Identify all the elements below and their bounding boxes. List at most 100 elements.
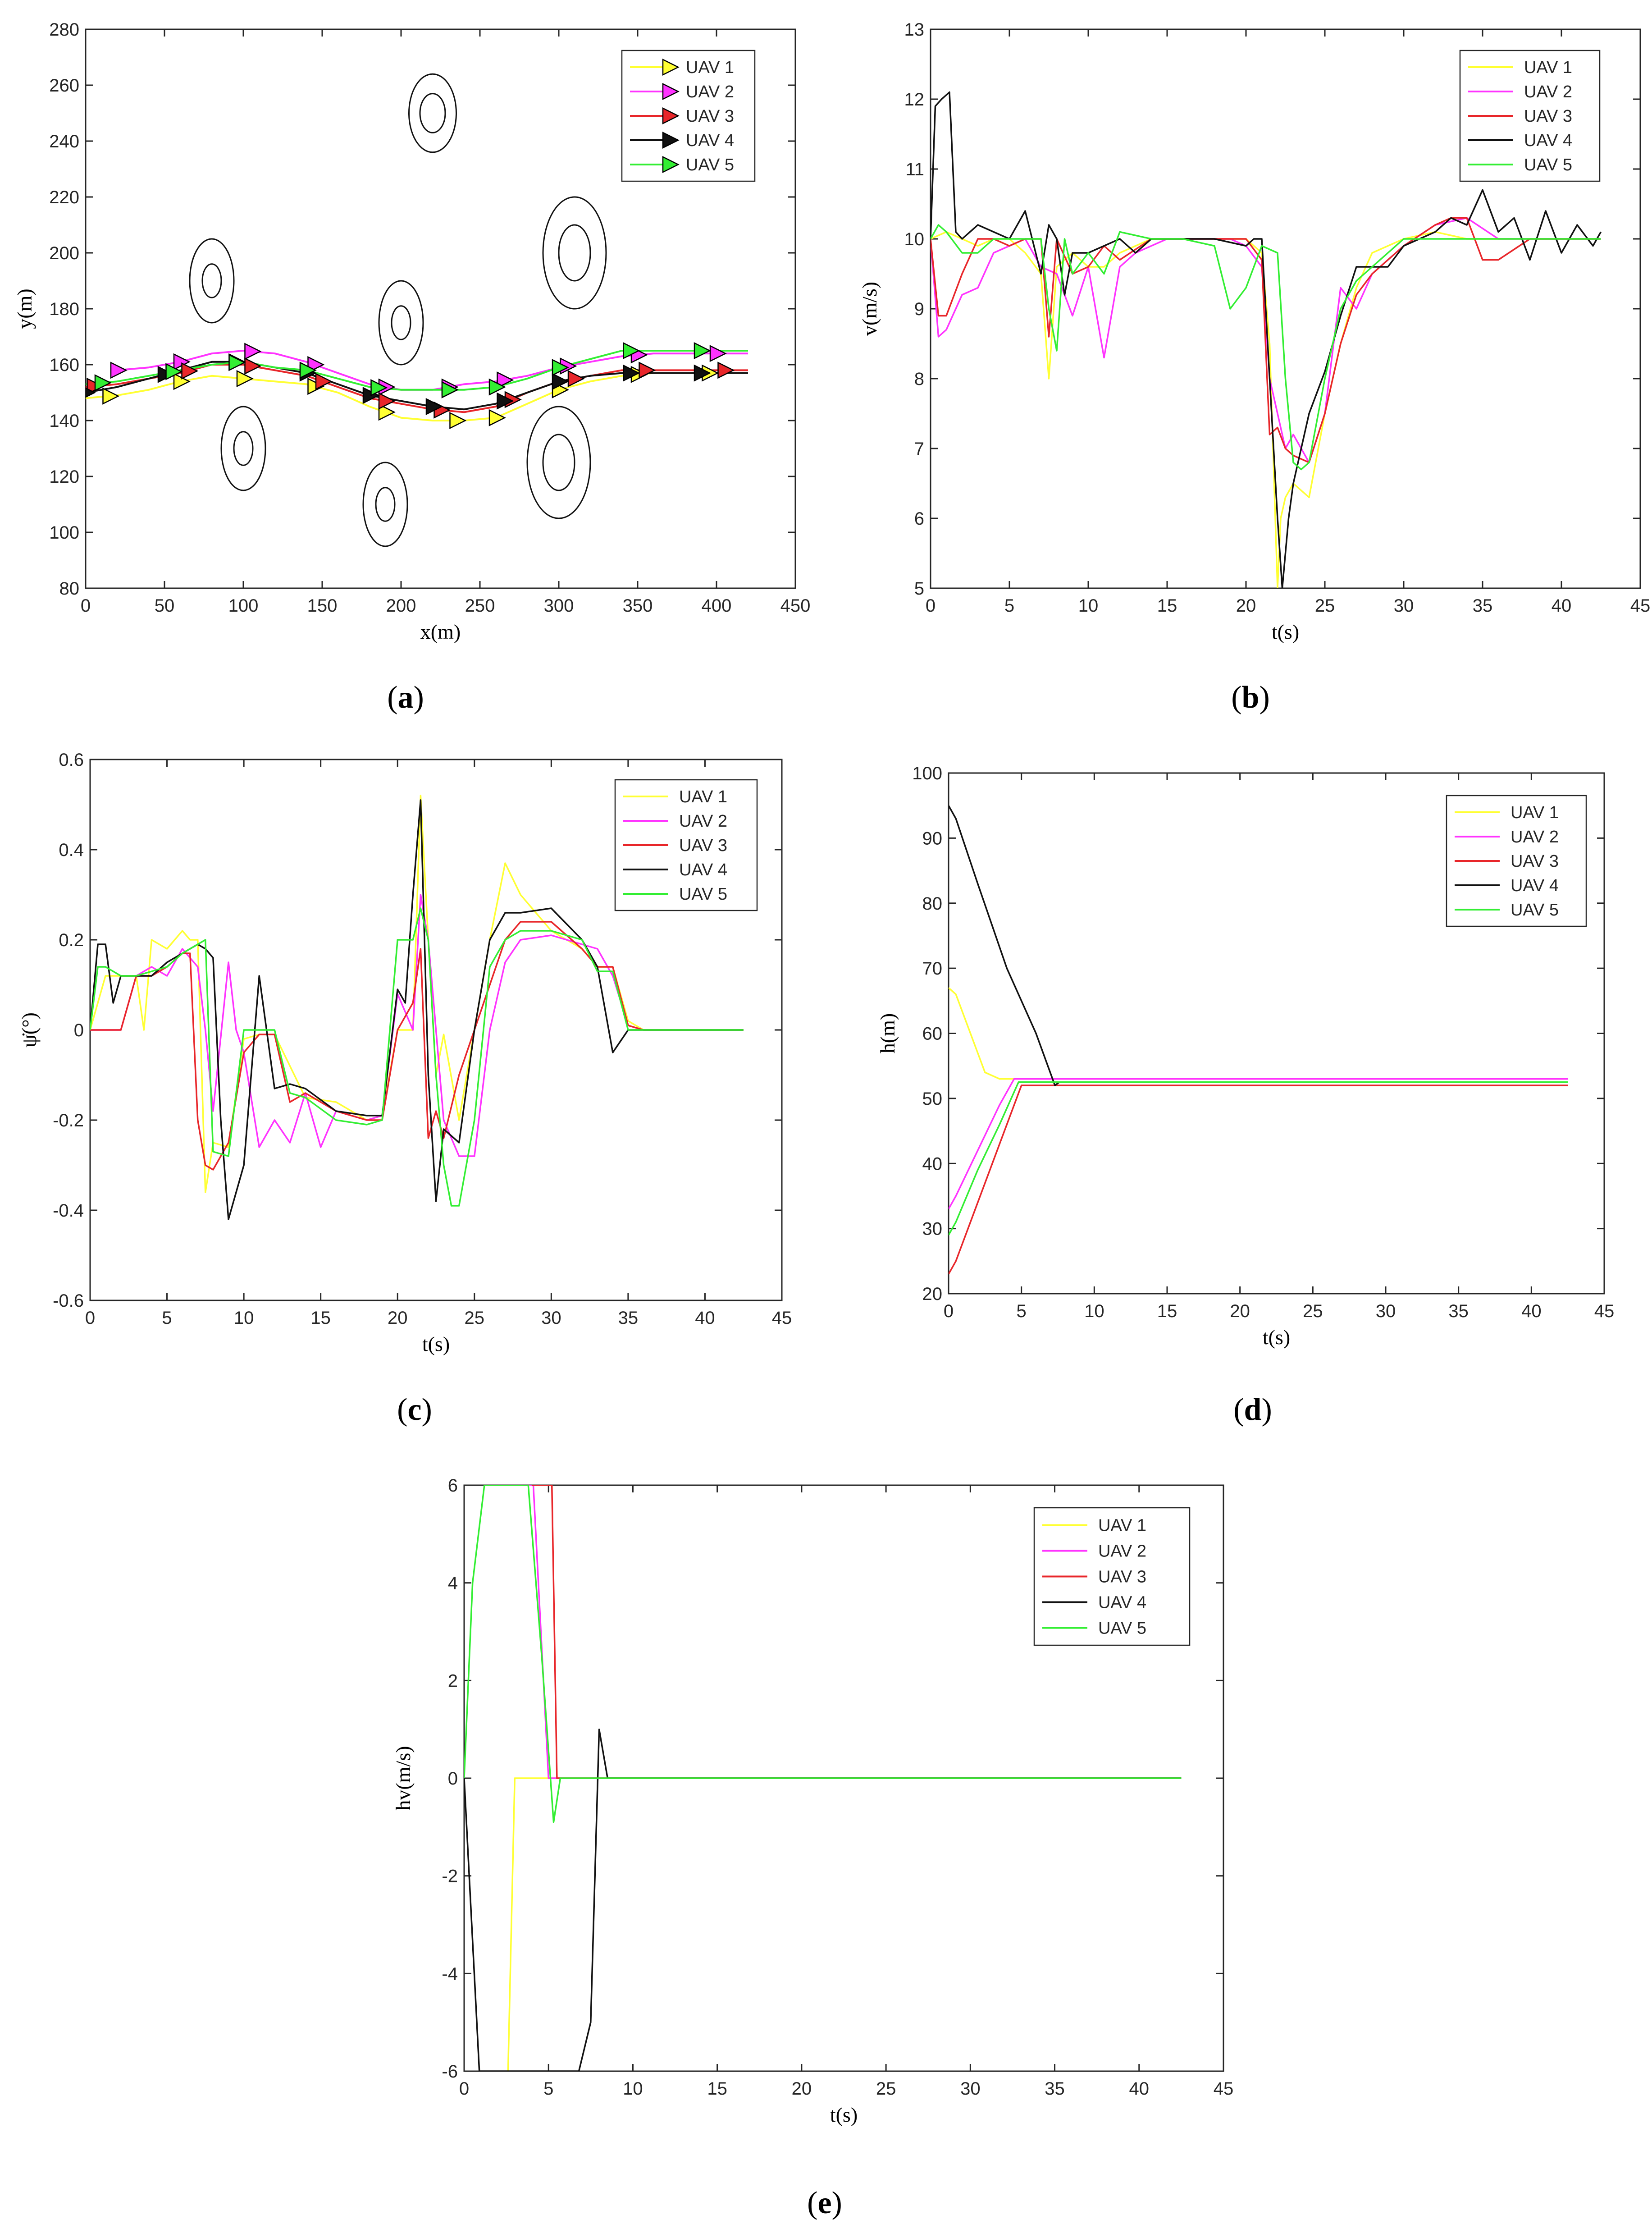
y-tick-label: 6 xyxy=(448,1476,458,1496)
legend-marker xyxy=(662,107,680,125)
y-tick-label: -2 xyxy=(442,1867,458,1886)
legend-label: UAV 4 xyxy=(1524,131,1572,150)
marker-uav-4 xyxy=(552,373,569,390)
legend-label: UAV 2 xyxy=(1524,82,1572,101)
marker-uav-5 xyxy=(94,374,112,392)
x-tick-label: 15 xyxy=(707,2079,727,2099)
y-tick-label: 140 xyxy=(49,411,79,431)
x-tick-label: 35 xyxy=(1045,2079,1065,2099)
legend: UAV 1 UAV 2 UAV 3 UAV 4 UAV 5 xyxy=(1446,795,1587,927)
x-tick-label: 35 xyxy=(618,1308,639,1328)
panel-label: (e) xyxy=(807,2186,842,2220)
legend-label: UAV 1 xyxy=(1524,58,1572,77)
y-tick-label: 200 xyxy=(49,243,79,263)
y-tick-label: -6 xyxy=(442,2062,458,2082)
obstacle-ring xyxy=(201,263,222,298)
x-tick-label: 5 xyxy=(543,2079,553,2099)
panel-letter: d xyxy=(1244,1392,1262,1427)
chart-panel-d: 0 5 10 15 20 25 30 35 40 45 20 30 40 50 60 70 80 90 100 t(s… xyxy=(876,764,1614,1349)
legend-label: UAV 4 xyxy=(1511,876,1559,895)
series-line-uav-5 xyxy=(464,1485,1182,1823)
obstacle-ring xyxy=(362,462,408,547)
x-tick-label: 150 xyxy=(307,596,338,616)
x-axis-label: t(s) xyxy=(830,2103,858,2126)
obstacle-ring xyxy=(558,224,591,282)
x-tick-label: 0 xyxy=(459,2079,469,2099)
plot-area xyxy=(86,73,748,547)
obstacle-ring xyxy=(408,73,457,153)
x-tick-label: 250 xyxy=(465,596,495,616)
x-tick-label: 0 xyxy=(944,1301,954,1321)
y-tick-label: 60 xyxy=(922,1024,943,1044)
marker-uav-3 xyxy=(717,361,735,379)
legend-marker xyxy=(662,58,680,76)
legend-label: UAV 4 xyxy=(1098,1593,1146,1612)
y-tick-label: -4 xyxy=(442,1964,458,1984)
y-tick-label: 80 xyxy=(59,579,80,599)
legend-marker xyxy=(662,156,680,174)
x-tick-label: 15 xyxy=(1157,1301,1177,1321)
y-tick-label: 0.6 xyxy=(59,750,84,770)
series-line-uav-3 xyxy=(949,1084,1568,1275)
series-line-uav-1 xyxy=(949,987,1568,1080)
y-tick-label: 30 xyxy=(922,1219,943,1239)
y-tick-label: 50 xyxy=(922,1089,943,1109)
marker-uav-5 xyxy=(370,379,388,397)
marker-uav-4 xyxy=(86,387,96,398)
obstacle-ring xyxy=(542,434,575,491)
marker-uav-5 xyxy=(623,342,640,360)
x-tick-label: 10 xyxy=(1078,596,1099,616)
legend-label: UAV 4 xyxy=(686,131,734,150)
y-tick-label: 80 xyxy=(922,894,943,914)
legend-label: UAV 5 xyxy=(686,156,734,174)
obstacle-ring xyxy=(378,280,424,366)
x-tick-label: 10 xyxy=(1084,1301,1104,1321)
x-tick-label: 45 xyxy=(1594,1301,1615,1321)
marker-uav-3 xyxy=(181,362,199,380)
legend: UAV 1 UAV 2 UAV 3 UAV 4 UAV 5 xyxy=(614,779,758,911)
y-tick-label: 0 xyxy=(448,1769,458,1789)
legend: UAV 1 UAV 2 UAV 3 UAV 4 UAV 5 xyxy=(1033,1507,1191,1646)
x-tick-label: 40 xyxy=(1129,2079,1150,2099)
y-tick-label: 100 xyxy=(49,523,79,543)
legend: UAV 1 UAV 2 UAV 3 UAV 4 UAV 5 xyxy=(1459,50,1601,182)
legend-label: UAV 2 xyxy=(686,82,734,101)
legend-label: UAV 2 xyxy=(1511,828,1559,847)
x-tick-label: 5 xyxy=(1017,1301,1027,1321)
x-tick-label: 400 xyxy=(702,596,732,616)
legend-label: UAV 3 xyxy=(1511,852,1559,871)
y-tick-label: 280 xyxy=(49,20,79,40)
marker-uav-4 xyxy=(694,364,711,382)
y-tick-label: 0.2 xyxy=(59,930,84,950)
x-tick-label: 5 xyxy=(1004,596,1014,616)
panel-letter: a xyxy=(398,680,414,715)
y-tick-label: 0 xyxy=(74,1020,84,1040)
y-tick-label: 6 xyxy=(914,509,924,529)
legend-label: UAV 5 xyxy=(679,885,727,904)
marker-uav-5 xyxy=(165,363,183,380)
x-tick-label: 45 xyxy=(772,1308,792,1328)
obstacle-ring xyxy=(220,406,266,491)
x-tick-label: 0 xyxy=(81,596,91,616)
legend-label: UAV 5 xyxy=(1098,1619,1146,1638)
legend-label: UAV 2 xyxy=(1098,1542,1146,1561)
marker-uav-3 xyxy=(315,373,333,390)
series-line-uav-1 xyxy=(507,1777,1182,2071)
series-line-uav-2 xyxy=(949,1078,1568,1210)
x-tick-label: 20 xyxy=(1230,1301,1250,1321)
x-tick-label: 100 xyxy=(228,596,259,616)
y-tick-label: 9 xyxy=(914,299,924,319)
plot-area xyxy=(931,91,1602,588)
x-tick-label: 25 xyxy=(876,2079,896,2099)
series-line-uav-3 xyxy=(90,921,744,1171)
y-axis-label: ψ̇(°) xyxy=(18,1012,41,1048)
x-tick-label: 15 xyxy=(1157,596,1177,616)
y-tick-label: 180 xyxy=(49,299,79,319)
marker-uav-2 xyxy=(709,345,727,362)
x-tick-label: 20 xyxy=(388,1308,408,1328)
plot-area xyxy=(464,1485,1182,2071)
legend-marker xyxy=(662,82,680,101)
chart-panel-c: 0 5 10 15 20 25 30 35 40 45 -0.6 -0.4 -0.2 0 0.2 0.4 0.6… xyxy=(18,750,792,1355)
series-line-uav-1 xyxy=(931,231,1601,588)
series-line-uav-5 xyxy=(949,1081,1568,1235)
